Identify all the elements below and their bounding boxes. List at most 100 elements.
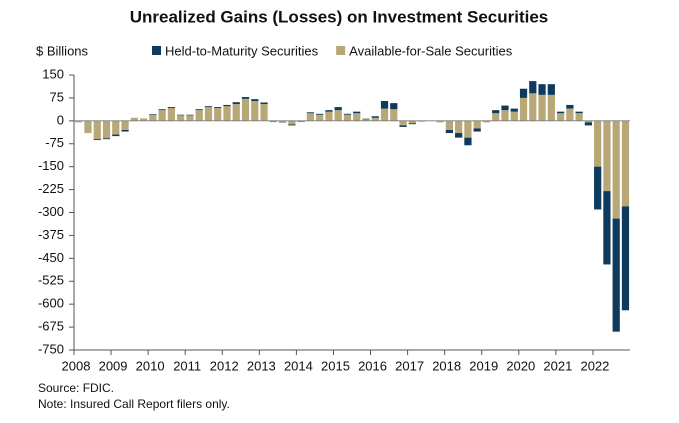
bar-segment <box>325 110 333 112</box>
bar-segment <box>93 139 101 141</box>
bar-segment <box>186 115 194 121</box>
bar-segment <box>93 120 101 140</box>
bar-segment <box>547 84 555 95</box>
note: Note: Insured Call Report filers only. <box>38 397 230 411</box>
bar-segment <box>343 114 352 121</box>
bar-segment <box>269 120 277 122</box>
bar-segment <box>492 110 500 114</box>
bar-segment <box>167 108 176 121</box>
bar-segment <box>232 102 240 105</box>
bar-segment <box>241 97 250 99</box>
bar-segment <box>353 113 361 121</box>
bar-segment <box>603 120 611 192</box>
bar-segment <box>334 107 342 111</box>
chart-title: Unrealized Gains (Losses) on Investment … <box>130 7 549 26</box>
bar-segment <box>251 100 259 121</box>
x-tick-label: 2022 <box>580 358 609 373</box>
bar-segment <box>223 104 231 107</box>
bar-segment <box>316 114 324 121</box>
bar-segment <box>584 122 593 126</box>
bar-segment <box>204 107 213 121</box>
bar-segment <box>371 117 379 121</box>
x-tick-label: 2010 <box>136 358 165 373</box>
bar-segment <box>445 120 454 130</box>
x-tick-label: 2018 <box>432 358 461 373</box>
bar-segment <box>371 116 379 118</box>
x-tick-label: 2008 <box>62 358 91 373</box>
bar-segment <box>390 109 398 121</box>
bar-segment <box>297 120 305 122</box>
legend-swatch <box>336 46 346 55</box>
bar-segment <box>251 99 259 101</box>
bar-segment <box>519 88 528 98</box>
x-tick-label: 2016 <box>358 358 387 373</box>
y-tick-label: -450 <box>38 250 64 265</box>
bar-segment <box>288 120 296 125</box>
bar-segment <box>529 93 537 121</box>
x-tick-label: 2019 <box>469 358 498 373</box>
bar-segment <box>455 133 463 138</box>
bar-segment <box>436 120 444 123</box>
bar-segment <box>306 113 315 121</box>
bar-segment <box>362 118 370 120</box>
y-tick-label: -75 <box>45 135 64 150</box>
bar-segment <box>306 112 315 114</box>
bar-segment <box>408 120 416 124</box>
bar-segment <box>566 104 574 109</box>
bar-segment <box>612 120 620 219</box>
bar-segment <box>464 137 472 146</box>
y-tick-label: -675 <box>38 319 64 334</box>
bar-segment <box>158 110 166 121</box>
bar-segment <box>214 108 222 121</box>
bar-segment <box>362 119 370 121</box>
bar-segment <box>575 111 583 114</box>
bar-segment <box>556 113 565 121</box>
y-tick-label: -525 <box>38 273 64 288</box>
bar-segment <box>390 103 398 110</box>
legend-label: Held-to-Maturity Securities <box>165 43 319 58</box>
bar-segment <box>575 113 583 121</box>
bar-segment <box>204 106 213 108</box>
bar-segment <box>547 94 555 121</box>
bar-segment <box>510 108 518 112</box>
bar-segment <box>621 206 630 311</box>
bar-segment <box>594 120 602 167</box>
bar-segment <box>232 104 240 121</box>
bar-segment <box>102 120 111 139</box>
bar-segment <box>316 113 324 115</box>
bar-segment <box>501 110 509 121</box>
bar-segment <box>399 125 407 127</box>
y-tick-label: 0 <box>57 112 64 127</box>
bar-segment <box>130 117 138 121</box>
bar-segment <box>464 120 472 138</box>
y-axis-label: $ Billions <box>36 43 89 58</box>
bar-segment <box>158 109 166 111</box>
bar-segment <box>343 113 352 115</box>
bar-segment <box>501 105 509 111</box>
x-tick-label: 2012 <box>210 358 239 373</box>
bar-segment <box>445 130 454 134</box>
x-tick-label: 2020 <box>506 358 535 373</box>
bar-segment <box>538 84 546 95</box>
y-tick-label: -750 <box>38 341 64 356</box>
y-tick-label: -225 <box>38 181 64 196</box>
bar-segment <box>177 115 185 121</box>
bar-segment <box>399 120 407 126</box>
bar-segment <box>195 110 203 121</box>
bar-segment <box>214 107 222 108</box>
y-tick-label: 150 <box>42 66 64 81</box>
bar-segment <box>260 104 268 121</box>
bar-segment <box>102 138 111 140</box>
bar-segment <box>612 218 620 332</box>
legend-label: Available-for-Sale Securities <box>349 43 513 58</box>
bar-segment <box>149 114 157 121</box>
bar-segment <box>380 100 389 109</box>
bar-segment <box>408 123 416 125</box>
bar-segment <box>149 114 157 115</box>
bar-segment <box>380 108 389 121</box>
y-tick-label: -600 <box>38 296 64 311</box>
y-tick-label: -375 <box>38 227 64 242</box>
bar-segment <box>584 120 593 123</box>
bar-segment <box>260 102 268 105</box>
bar-segment <box>325 111 333 121</box>
